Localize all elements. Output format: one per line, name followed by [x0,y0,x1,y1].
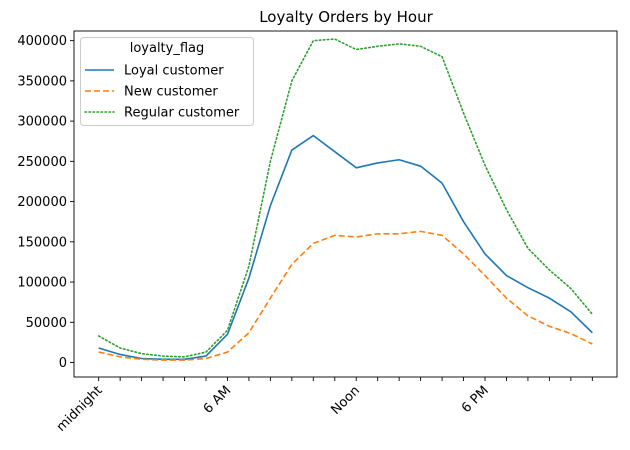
series-line-1 [98,230,593,361]
legend: loyalty_flag Loyal customer New customer Re… [80,37,254,126]
y-tick-label: 250000 [17,155,67,170]
chart-title: Loyalty Orders by Hour [259,8,433,26]
x-tick-label: 6 AM [201,383,235,417]
legend-label-0: Loyal customer [124,64,224,79]
x-tick-label: Noon [328,383,363,418]
y-axis: 0 50000 100000 150000 200000 250000 300000 3500… [17,34,74,371]
legend-label-1: New customer [124,85,218,100]
plot-area [73,30,618,378]
y-tick-label: 100000 [17,276,67,291]
y-tick-label: 50000 [26,316,67,331]
series-line-2 [97,38,594,358]
axes-frame [73,30,618,378]
y-tick-label: 200000 [17,195,67,210]
y-tick-label: 350000 [17,74,67,89]
x-tick-label: 6 PM [459,383,492,416]
y-tick-label: 150000 [17,235,67,250]
y-tick-label: 400000 [17,34,67,49]
x-axis: midnight 6 AM Noon 6 PM [54,377,593,435]
legend-title: loyalty_flag [130,41,205,56]
legend-box [80,37,254,126]
y-tick-label: 0 [59,356,67,371]
x-tick-label: midnight [54,383,106,435]
y-tick-label: 300000 [17,115,67,130]
legend-label-2: Regular customer [124,106,240,121]
series-line-0 [98,134,593,361]
